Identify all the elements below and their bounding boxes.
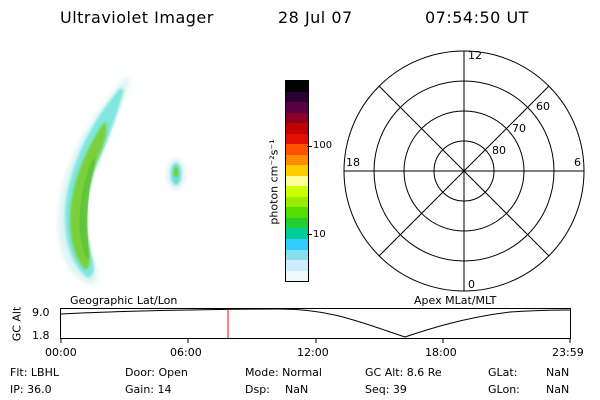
xtick-2359: 23:59: [552, 346, 584, 359]
date-label: 28 Jul 07: [278, 8, 353, 27]
colorbar-segment: [286, 112, 308, 124]
meridian-diag-2: [378, 85, 550, 257]
info-mode: Mode: Normal: [245, 366, 322, 379]
timeline-right-label: Apex MLat/MLT: [414, 294, 497, 307]
colorbar-segment: [286, 196, 308, 208]
info-glat-label: GLat:: [488, 366, 518, 379]
color-bar: [285, 80, 309, 282]
mlt-label-12: 12: [468, 49, 482, 62]
colorbar-tick-mark-10: [307, 234, 312, 235]
timeline-plot: [60, 308, 571, 343]
colorbar-segment: [286, 102, 308, 113]
info-glon-value: NaN: [546, 383, 570, 396]
info-glon-label: GLon:: [488, 383, 520, 396]
mlt-label-18: 18: [346, 156, 360, 169]
colorbar-segment: [286, 207, 308, 218]
instrument-title: Ultraviolet Imager: [60, 8, 214, 27]
colorbar-segment: [286, 133, 308, 145]
colorbar-segment: [286, 165, 308, 176]
colorbar-tick-100: 100: [313, 140, 333, 151]
aurora-blob-green: [173, 167, 179, 177]
polar-plot: 12 18 6 0 60 70 80: [343, 49, 585, 292]
info-ip: IP: 36.0: [10, 383, 52, 396]
aurora-halo: [58, 78, 130, 285]
info-seq: Seq: 39: [365, 383, 407, 396]
xtick-1200: 12:00: [297, 346, 329, 359]
timeline-axis-label: GC Alt: [10, 306, 24, 342]
lat-label-60: 60: [536, 100, 550, 113]
aurora-oval-cyan: [64, 88, 124, 278]
info-flt: Flt: LBHL: [10, 366, 59, 379]
lat-label-80: 80: [492, 144, 506, 157]
info-glat-value: NaN: [546, 366, 570, 379]
colorbar-segment: [286, 154, 308, 166]
colorbar-segment: [286, 81, 308, 92]
colorbar-segment: [286, 123, 308, 134]
colorbar-segment: [286, 249, 308, 261]
info-gain: Gain: 14: [125, 383, 172, 396]
timeline-ytick-high: 9.0: [32, 306, 50, 319]
mlt-label-0: 0: [468, 278, 475, 291]
colorbar-segment: [286, 228, 308, 239]
colorbar-segment: [286, 217, 308, 229]
timeline-left-label: Geographic Lat/Lon: [70, 294, 178, 307]
colorbar-segment: [286, 186, 308, 197]
info-gc-alt: GC Alt: 8.6 Re: [365, 366, 442, 379]
colorbar-segment: [286, 260, 308, 271]
xtick-0600: 06:00: [170, 346, 202, 359]
timeline-frame: [60, 308, 571, 339]
aurora-oval-green: [69, 122, 107, 270]
mlt-label-6: 6: [574, 156, 581, 169]
info-door: Door: Open: [125, 366, 188, 379]
info-dsp-value: NaN: [285, 383, 309, 396]
auroral-image: [58, 78, 185, 285]
colorbar-segment: [286, 144, 308, 155]
info-dsp-label: Dsp:: [245, 383, 270, 396]
colorbar-tick-10: 10: [313, 229, 326, 240]
time-label: 07:54:50 UT: [425, 8, 529, 27]
timeline-ytick-low: 1.8: [32, 329, 50, 342]
colorbar-tick-mark-100: [307, 146, 312, 147]
lat-label-70: 70: [512, 122, 526, 135]
colorbar-segment: [286, 270, 308, 282]
xtick-1800: 18:00: [425, 346, 457, 359]
altitude-curve: [60, 308, 571, 338]
colorbar-segment: [286, 175, 308, 187]
aurora-oval-core: [79, 158, 96, 259]
colorbar-label: photon cm⁻²s⁻¹: [267, 139, 281, 225]
colorbar-segment: [286, 238, 308, 250]
xtick-0000: 00:00: [45, 346, 77, 359]
colorbar-segment: [286, 91, 308, 103]
